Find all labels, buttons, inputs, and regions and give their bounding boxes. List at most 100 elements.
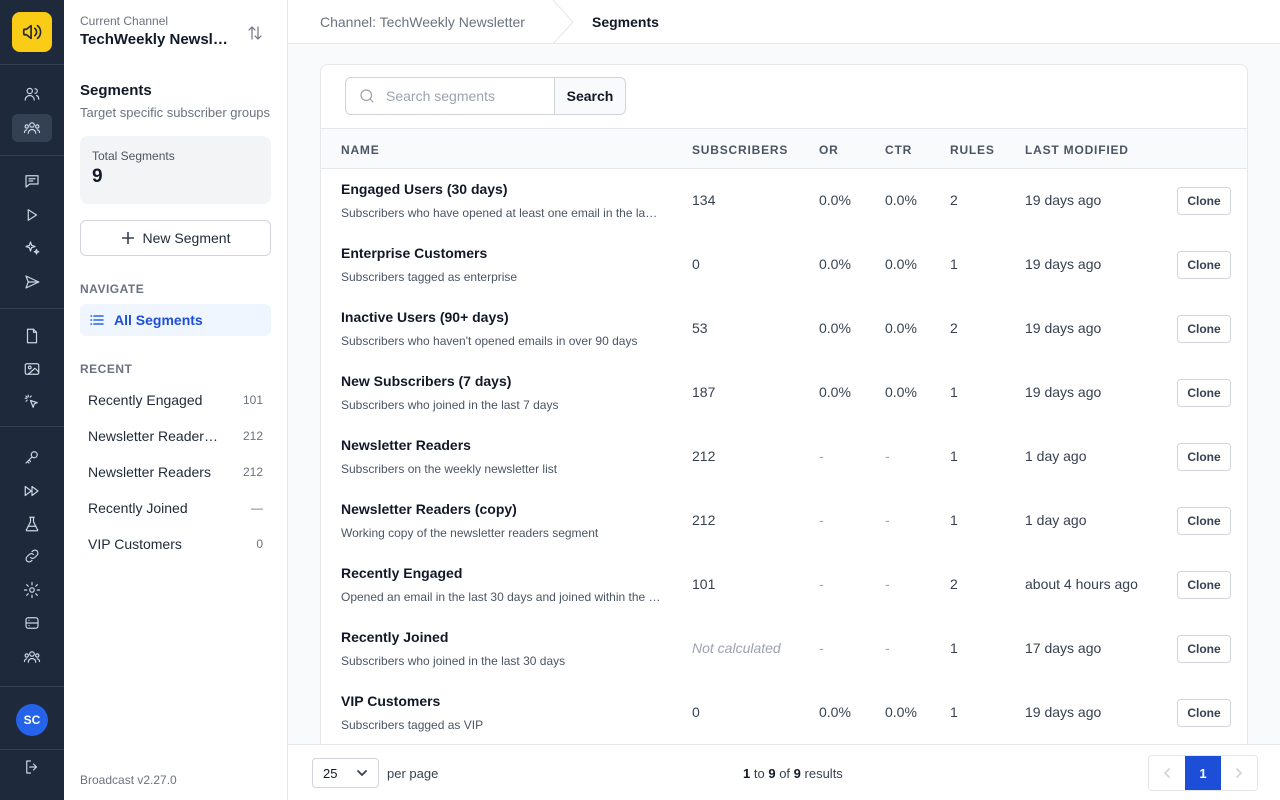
column-header-last-modified[interactable]: LAST MODIFIED — [1025, 143, 1129, 157]
segment-description: Subscribers who haven't opened emails in… — [341, 334, 638, 348]
fast-forward-icon[interactable] — [12, 477, 52, 505]
clone-button[interactable]: Clone — [1177, 507, 1231, 535]
segment-ctr: 0.0% — [885, 384, 917, 400]
results-total: 9 — [793, 766, 801, 781]
search-bar: Search — [345, 77, 626, 115]
clone-button[interactable]: Clone — [1177, 571, 1231, 599]
clone-button[interactable]: Clone — [1177, 443, 1231, 471]
recent-item[interactable]: VIP Customers 0 — [80, 528, 271, 560]
segment-last-modified: 1 day ago — [1025, 448, 1087, 464]
clone-button[interactable]: Clone — [1177, 379, 1231, 407]
segment-ctr: - — [885, 640, 890, 656]
segment-rules: 1 — [950, 448, 958, 464]
table-row[interactable]: VIP Customers Subscribers tagged as VIP 0 0… — [321, 681, 1247, 745]
column-header-rules[interactable]: RULES — [950, 143, 995, 157]
segment-name[interactable]: New Subscribers (7 days) — [341, 373, 512, 389]
segment-name[interactable]: Recently Joined — [341, 629, 449, 645]
flask-icon[interactable] — [12, 510, 52, 538]
search-icon — [360, 89, 374, 103]
segment-subscribers: 0 — [692, 256, 700, 272]
nav-all-segments[interactable]: All Segments — [80, 304, 271, 336]
switch-channel-icon[interactable] — [244, 22, 266, 44]
new-segment-label: New Segment — [142, 230, 231, 246]
play-icon[interactable] — [12, 201, 52, 229]
clone-button[interactable]: Clone — [1177, 187, 1231, 215]
segments-table-card: Search NAME SUBSCRIBERS OR CTR RULES LAS… — [320, 64, 1248, 754]
table-row[interactable]: Enterprise Customers Subscribers tagged a… — [321, 233, 1247, 297]
segment-description: Subscribers who joined in the last 30 da… — [341, 654, 566, 668]
megaphone-logo-icon[interactable] — [12, 12, 52, 52]
click-icon[interactable] — [12, 388, 52, 416]
navigate-section-label: NAVIGATE — [80, 282, 145, 296]
segments-icon[interactable] — [12, 114, 52, 142]
total-segments-card: Total Segments 9 — [80, 136, 271, 204]
table-row[interactable]: Inactive Users (90+ days) Subscribers who… — [321, 297, 1247, 361]
send-icon[interactable] — [12, 268, 52, 296]
table-row[interactable]: Newsletter Readers Subscribers on the wee… — [321, 425, 1247, 489]
chevron-down-icon — [357, 770, 367, 777]
table-row[interactable]: New Subscribers (7 days) Subscribers who … — [321, 361, 1247, 425]
recent-item[interactable]: Newsletter Readers (copy) 212 — [80, 420, 271, 452]
segment-ctr: - — [885, 448, 890, 464]
column-header-subscribers[interactable]: SUBSCRIBERS — [692, 143, 789, 157]
next-page-button[interactable] — [1221, 756, 1257, 790]
recent-item[interactable]: Recently Joined — — [80, 492, 271, 524]
total-segments-label: Total Segments — [92, 149, 175, 163]
segment-name[interactable]: Engaged Users (30 days) — [341, 181, 508, 197]
recent-item-count: 212 — [242, 465, 263, 479]
segment-name[interactable]: Newsletter Readers (copy) — [341, 501, 517, 517]
gear-icon[interactable] — [12, 576, 52, 604]
table-row[interactable]: Recently Joined Subscribers who joined in… — [321, 617, 1247, 681]
breadcrumb-chevron-icon — [552, 0, 574, 44]
column-header-name[interactable]: NAME — [341, 143, 380, 157]
image-icon[interactable] — [12, 355, 52, 383]
segment-name[interactable]: Newsletter Readers — [341, 437, 471, 453]
user-avatar[interactable]: SC — [16, 704, 48, 736]
column-header-or[interactable]: OR — [819, 143, 839, 157]
search-button[interactable]: Search — [555, 77, 626, 115]
table-row[interactable]: Newsletter Readers (copy) Working copy of… — [321, 489, 1247, 553]
segment-open-rate: - — [819, 512, 824, 528]
segment-subscribers: 134 — [692, 192, 716, 208]
segment-rules: 2 — [950, 320, 958, 336]
subscribers-icon[interactable] — [12, 80, 52, 108]
plus-icon — [121, 232, 134, 244]
segment-ctr: - — [885, 576, 890, 592]
segment-subscribers: 212 — [692, 448, 716, 464]
segment-name[interactable]: Enterprise Customers — [341, 245, 488, 261]
segment-name[interactable]: VIP Customers — [341, 693, 441, 709]
clone-button[interactable]: Clone — [1177, 635, 1231, 663]
document-icon[interactable] — [12, 322, 52, 350]
segment-name[interactable]: Recently Engaged — [341, 565, 463, 581]
current-channel-name[interactable]: TechWeekly Newsletter — [80, 31, 232, 48]
segment-name[interactable]: Inactive Users (90+ days) — [341, 309, 509, 325]
clone-button[interactable]: Clone — [1177, 699, 1231, 727]
recent-item-count: — — [251, 501, 263, 515]
clone-button[interactable]: Clone — [1177, 315, 1231, 343]
table-row[interactable]: Engaged Users (30 days) Subscribers who h… — [321, 169, 1247, 233]
segment-last-modified: 17 days ago — [1025, 640, 1102, 656]
database-icon[interactable] — [12, 609, 52, 637]
new-segment-button[interactable]: New Segment — [80, 220, 271, 256]
app-version: Broadcast v2.27.0 — [80, 773, 177, 787]
per-page-select[interactable]: 25 — [312, 758, 379, 788]
previous-page-button[interactable] — [1149, 756, 1185, 790]
recent-item[interactable]: Newsletter Readers 212 — [80, 456, 271, 488]
recent-item[interactable]: Recently Engaged 101 — [80, 384, 271, 416]
breadcrumb-channel[interactable]: Channel: TechWeekly Newsletter — [320, 14, 525, 30]
key-icon[interactable] — [12, 443, 52, 471]
column-header-ctr[interactable]: CTR — [885, 143, 913, 157]
link-icon[interactable] — [12, 542, 52, 570]
segments-sidebar: Current Channel TechWeekly Newsletter Se… — [64, 0, 288, 800]
logout-icon[interactable] — [12, 753, 52, 781]
sparkles-icon[interactable] — [12, 234, 52, 262]
list-icon — [90, 315, 104, 325]
segment-open-rate: 0.0% — [819, 192, 851, 208]
page-button-current[interactable]: 1 — [1185, 756, 1221, 790]
messages-icon[interactable] — [12, 167, 52, 195]
recent-item-count: 0 — [256, 537, 263, 551]
team-icon[interactable] — [12, 643, 52, 671]
clone-button[interactable]: Clone — [1177, 251, 1231, 279]
search-input[interactable] — [386, 88, 546, 104]
table-row[interactable]: Recently Engaged Opened an email in the l… — [321, 553, 1247, 617]
